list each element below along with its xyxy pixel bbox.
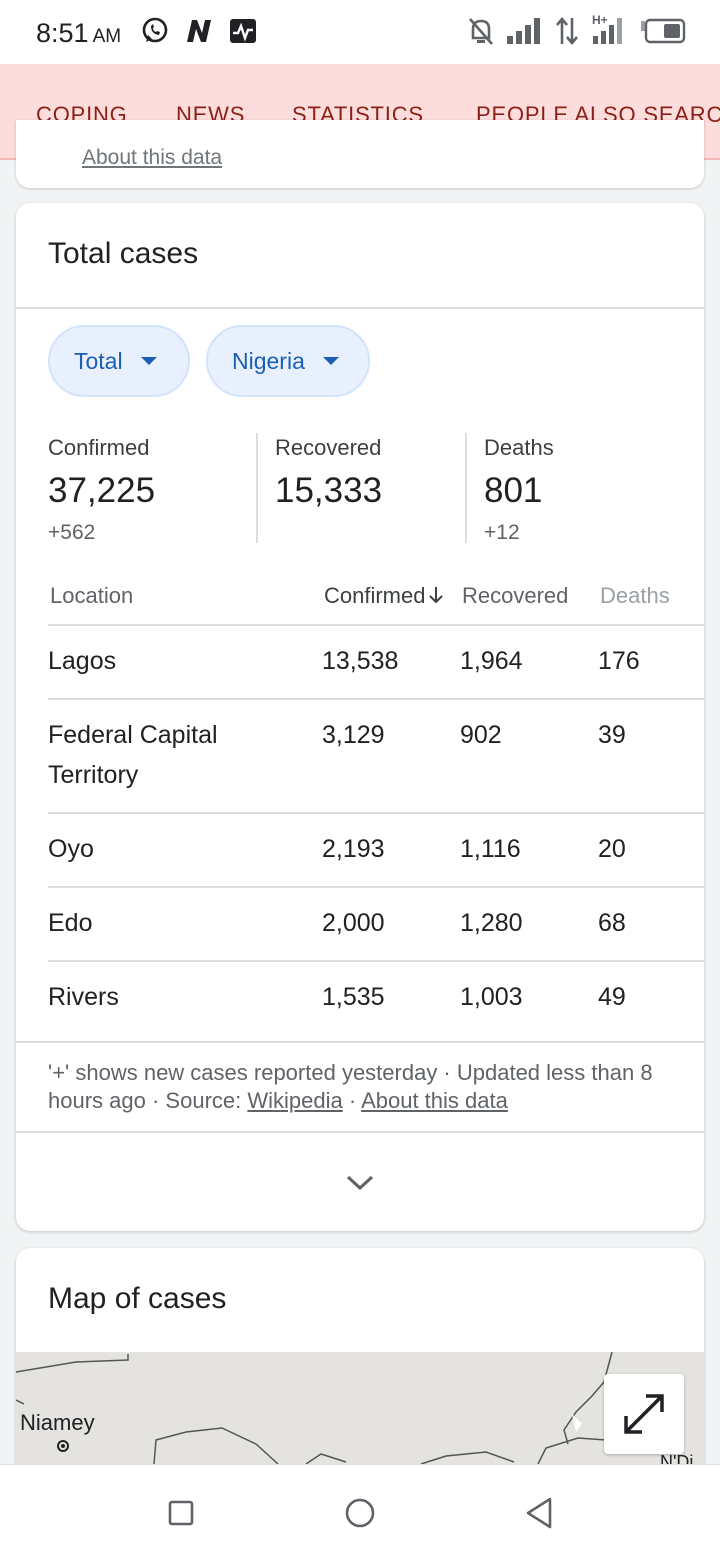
source-label: Source: (165, 1088, 248, 1113)
divider (16, 1131, 704, 1133)
cell-location: Oyo (48, 835, 94, 863)
column-header-confirmed[interactable]: Confirmed (324, 583, 445, 609)
status-left-icons (140, 16, 258, 46)
recents-square-icon[interactable] (168, 1495, 194, 1531)
cell-confirmed: 2,193 (322, 835, 385, 863)
fullscreen-button[interactable] (604, 1374, 684, 1454)
cell-recovered: 1,003 (460, 983, 523, 1011)
mute-icon (469, 18, 493, 45)
cell-deaths: 20 (598, 835, 626, 863)
cell-recovered: 902 (460, 721, 502, 749)
stat-value: 37,225 (48, 471, 156, 510)
row-divider (48, 886, 704, 888)
total-cases-card: Total cases Total Nigeria Confirmed 37,2… (16, 203, 704, 1231)
row-divider (48, 812, 704, 814)
column-header-location[interactable]: Location (50, 583, 134, 608)
stat-label: Recovered (275, 435, 382, 460)
cell-location: Lagos (48, 647, 117, 675)
data-arrows-icon (556, 16, 578, 46)
chip-label: Total (74, 347, 123, 374)
battery-icon (641, 18, 686, 44)
chevron-down-icon[interactable] (342, 1169, 378, 1195)
map-card: Map of cases Niamey N'Dj (16, 1248, 704, 1488)
prev-about-link[interactable]: About this data (82, 146, 223, 169)
stat-delta: +12 (484, 521, 520, 544)
caret-down-icon (322, 357, 339, 365)
home-circle-icon[interactable] (344, 1495, 376, 1531)
cell-confirmed: 13,538 (322, 647, 399, 675)
cell-recovered: 1,964 (460, 647, 523, 675)
footnote-sep: · (145, 1088, 166, 1113)
cell-recovered: 1,116 (460, 835, 521, 863)
cell-recovered: 1,280 (460, 909, 523, 937)
navigation-bar (0, 1464, 720, 1560)
cell-location: Edo (48, 909, 93, 937)
row-divider (48, 698, 704, 700)
map-label-niamey: Niamey (20, 1410, 95, 1435)
stat-confirmed: Confirmed 37,225 +562 (48, 435, 155, 545)
footnote: '+' shows new cases reported yesterday ·… (48, 1059, 668, 1115)
status-bar: 8:51 AM H+ (0, 0, 720, 64)
row-divider (48, 960, 704, 962)
previous-card: About this data (16, 120, 704, 188)
map-title: Map of cases (48, 1282, 227, 1315)
card-title: Total cases (48, 237, 199, 270)
cell-confirmed: 1,535 (322, 983, 385, 1011)
footnote-sep: · (342, 1088, 362, 1113)
about-data-link[interactable]: About this data (361, 1088, 508, 1113)
wikipedia-link[interactable]: Wikipedia (247, 1088, 343, 1113)
column-header-recovered[interactable]: Recovered (462, 583, 569, 608)
footnote-text: '+' shows new cases reported yesterday ·… (48, 1060, 653, 1113)
divider (16, 307, 704, 309)
whatsapp-icon (142, 17, 168, 43)
cell-deaths: 49 (598, 983, 626, 1011)
column-header-deaths[interactable]: Deaths (600, 583, 670, 608)
filter-chip-total[interactable]: Total (48, 325, 190, 397)
stat-value: 15,333 (275, 471, 383, 510)
caret-down-icon (140, 357, 157, 365)
cell-deaths: 68 (598, 909, 626, 937)
stat-label: Deaths (484, 435, 554, 460)
cell-deaths: 39 (598, 721, 626, 749)
stat-recovered: Recovered 15,333 (275, 435, 382, 511)
network-label: H+ (592, 13, 608, 27)
signal-hplus-icon (593, 18, 622, 44)
status-right-icons: H+ (468, 13, 686, 46)
status-time: 8:51 AM (36, 18, 122, 48)
map-borders (16, 1352, 613, 1465)
expand-icon (624, 1394, 664, 1434)
cell-confirmed: 3,129 (322, 721, 385, 749)
activity-icon (230, 19, 256, 43)
cell-deaths: 176 (598, 647, 640, 675)
stat-value: 801 (484, 471, 543, 510)
column-header-label: Confirmed (324, 583, 426, 608)
back-triangle-icon[interactable] (524, 1495, 554, 1531)
signal-icon (507, 18, 540, 44)
cell-location: Federal Capital Territory (48, 721, 218, 789)
cell-confirmed: 2,000 (322, 909, 385, 937)
stat-separator (465, 433, 467, 543)
divider (16, 1041, 704, 1043)
stat-deaths: Deaths 801 +12 (484, 435, 554, 545)
stat-separator (256, 433, 258, 543)
stat-delta: +562 (48, 521, 96, 544)
chip-label: Nigeria (232, 347, 305, 374)
arrow-down-icon (429, 587, 444, 604)
filter-chip-country[interactable]: Nigeria (206, 325, 370, 397)
row-divider (48, 624, 704, 626)
stat-label: Confirmed (48, 435, 150, 460)
cell-location: Rivers (48, 983, 119, 1011)
signal-hplus: H+ (592, 13, 628, 46)
n-app-icon (187, 20, 211, 42)
